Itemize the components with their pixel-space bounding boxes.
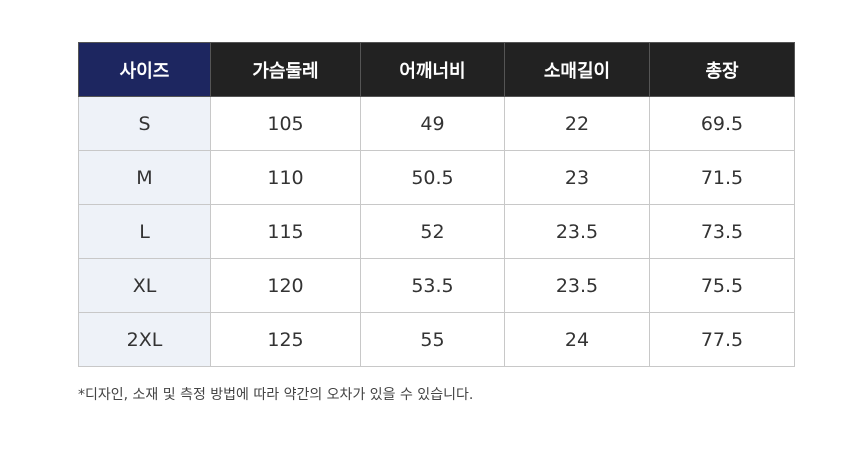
measurement-cell: 125 [210, 312, 361, 367]
size-label-cell: L [78, 204, 211, 259]
measurement-cell: 22 [504, 96, 650, 151]
measurement-cell: 120 [210, 258, 361, 313]
size-label-cell: 2XL [78, 312, 211, 367]
measurement-cell: 23 [504, 150, 650, 205]
measurement-cell: 50.5 [360, 150, 505, 205]
measurement-cell: 55 [360, 312, 505, 367]
measurement-note: *디자인, 소재 및 측정 방법에 따라 약간의 오차가 있을 수 있습니다. [78, 387, 474, 403]
measurement-cell: 69.5 [649, 96, 795, 151]
measurement-cell: 23.5 [504, 204, 650, 259]
column-header: 어깨너비 [360, 42, 505, 97]
column-header: 가슴둘레 [210, 42, 361, 97]
table-row: M 110 50.5 23 71.5 [78, 150, 795, 205]
measurement-cell: 53.5 [360, 258, 505, 313]
measurement-cell: 71.5 [649, 150, 795, 205]
table-row: 2XL 125 55 24 77.5 [78, 312, 795, 367]
measurement-cell: 77.5 [649, 312, 795, 367]
measurement-cell: 49 [360, 96, 505, 151]
measurement-cell: 110 [210, 150, 361, 205]
table-row: S 105 49 22 69.5 [78, 96, 795, 151]
measurement-cell: 115 [210, 204, 361, 259]
table-row: XL 120 53.5 23.5 75.5 [78, 258, 795, 313]
column-header: 소매길이 [504, 42, 650, 97]
measurement-cell: 52 [360, 204, 505, 259]
size-label-cell: S [78, 96, 211, 151]
column-header: 사이즈 [78, 42, 211, 97]
measurement-cell: 73.5 [649, 204, 795, 259]
size-label-cell: M [78, 150, 211, 205]
size-table: 사이즈 가슴둘레 어깨너비 소매길이 총장 S 105 49 22 69.5 M 110 50.5 23… [78, 42, 795, 367]
column-header: 총장 [649, 42, 795, 97]
header-row: 사이즈 가슴둘레 어깨너비 소매길이 총장 [78, 42, 795, 97]
measurement-cell: 23.5 [504, 258, 650, 313]
table-row: L 115 52 23.5 73.5 [78, 204, 795, 259]
measurement-cell: 24 [504, 312, 650, 367]
size-label-cell: XL [78, 258, 211, 313]
measurement-cell: 105 [210, 96, 361, 151]
measurement-cell: 75.5 [649, 258, 795, 313]
